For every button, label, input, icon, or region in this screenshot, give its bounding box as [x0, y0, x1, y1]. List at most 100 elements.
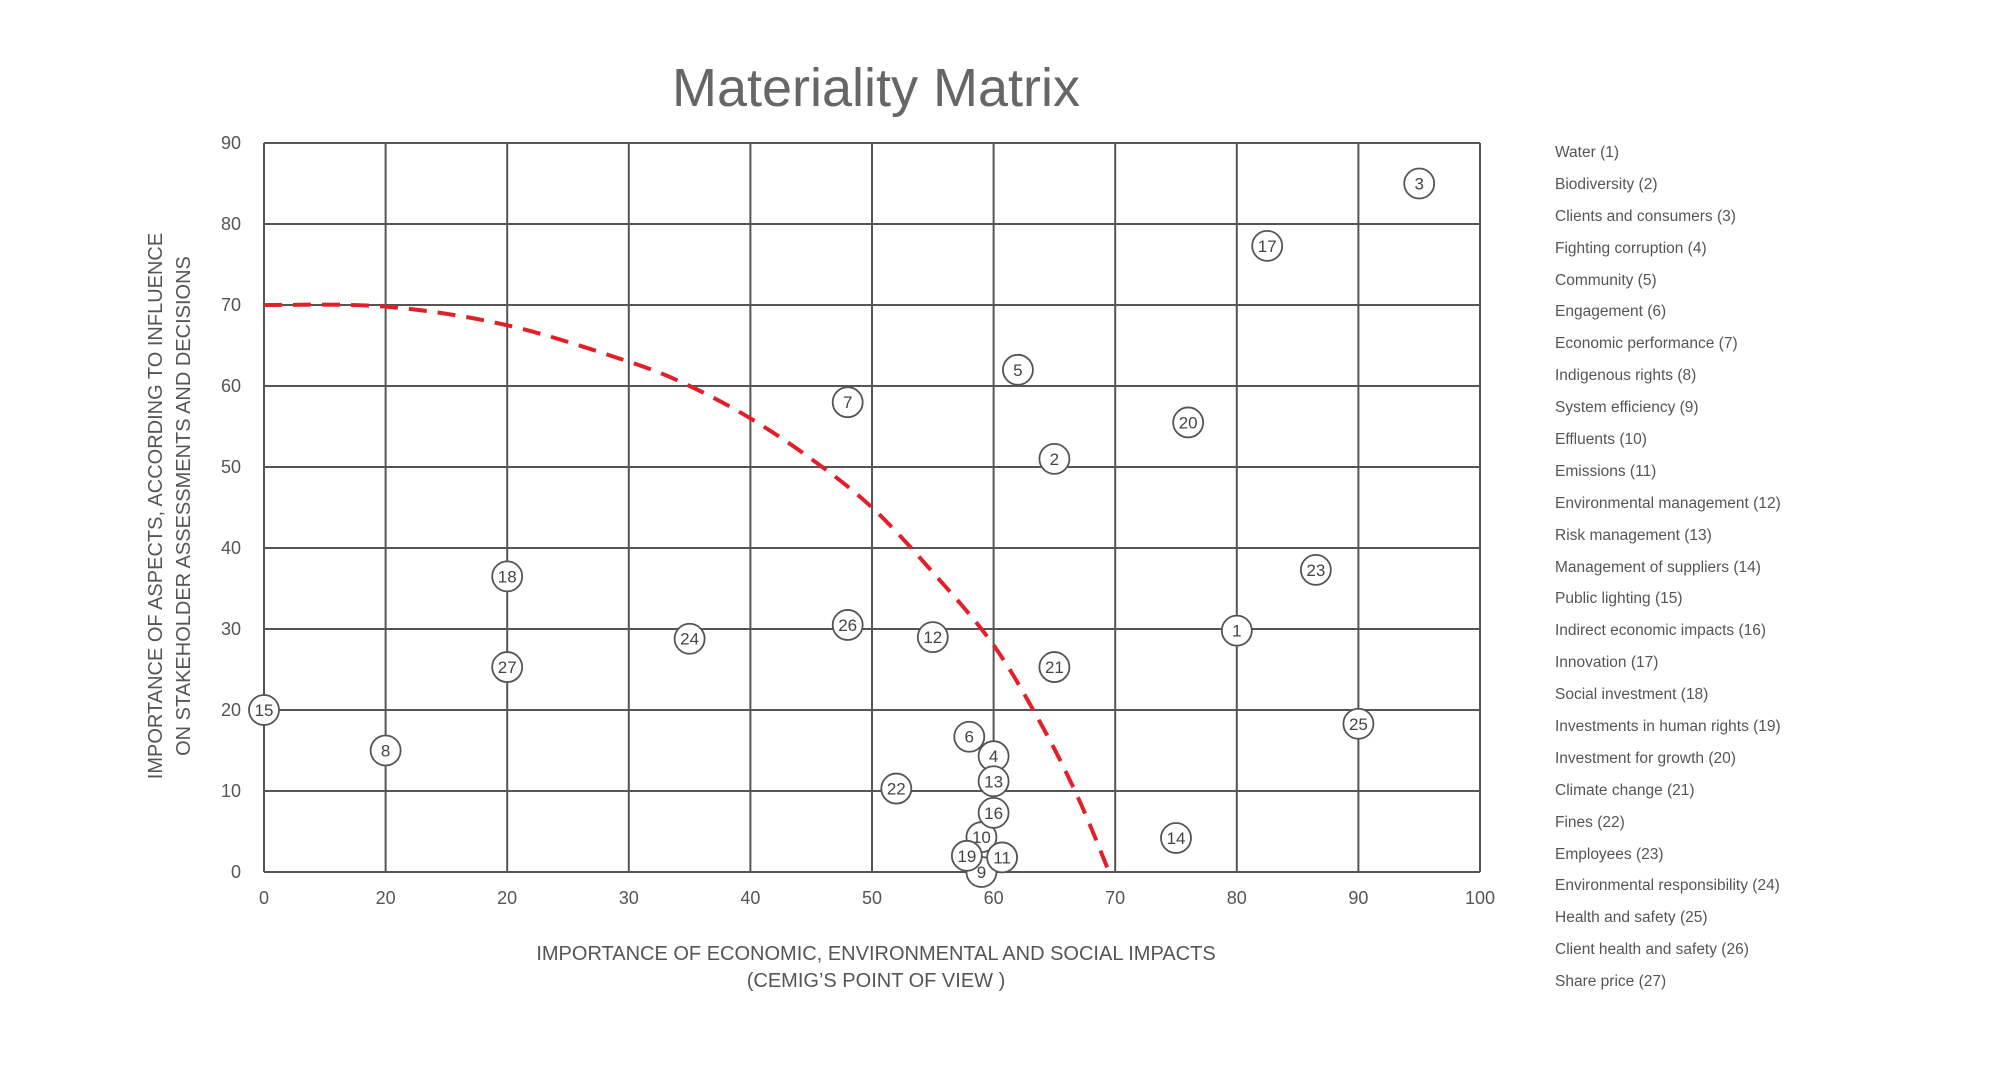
data-point-label: 19	[957, 847, 976, 866]
data-points: 1234567891011121314151617181920212223242…	[248, 167, 1436, 888]
data-point-circle	[673, 622, 706, 655]
data-point-label: 2	[1050, 450, 1059, 469]
x-axis-ticks: 0 20 20 30 40 50 60 70 80 90 100	[259, 888, 1495, 908]
data-point-label: 9	[977, 863, 986, 882]
x-tick-label: 20	[497, 888, 517, 908]
data-point-label: 20	[1179, 413, 1198, 432]
data-point-23: 23	[1299, 553, 1332, 586]
data-point-circle	[977, 796, 1010, 829]
legend-item: Environmental management (12)	[1555, 494, 1781, 512]
y-tick-label: 80	[221, 214, 241, 234]
data-point-8: 8	[369, 734, 402, 767]
data-point-label: 8	[381, 742, 390, 761]
data-point-3: 3	[1403, 167, 1436, 200]
x-tick-label: 0	[259, 888, 269, 908]
y-tick-label: 10	[221, 781, 241, 801]
legend-item: Management of suppliers (14)	[1555, 558, 1761, 576]
data-point-label: 23	[1306, 561, 1325, 580]
data-point-circle	[491, 560, 524, 593]
legend-item: Engagement (6)	[1555, 303, 1667, 321]
x-tick-label: 30	[619, 888, 639, 908]
legend-item: Fines (22)	[1555, 813, 1625, 831]
data-point-circle	[977, 765, 1010, 798]
data-point-label: 26	[838, 616, 857, 635]
x-tick-label: 70	[1105, 888, 1125, 908]
grid	[263, 142, 1481, 873]
legend-item: Public lighting (15)	[1555, 590, 1683, 608]
data-point-19: 19	[950, 839, 983, 872]
data-point-11: 11	[986, 841, 1019, 874]
data-point-13: 13	[977, 765, 1010, 798]
legend-item: Environmental responsibility (24)	[1555, 877, 1780, 895]
data-point-circle	[1172, 406, 1205, 439]
data-point-label: 10	[972, 828, 991, 847]
y-tick-label: 60	[221, 376, 241, 396]
data-point-circle	[1220, 614, 1253, 647]
legend-item: Economic performance (7)	[1555, 335, 1738, 353]
materiality-threshold-curve	[263, 302, 1111, 873]
data-point-label: 24	[680, 630, 699, 649]
data-point-27: 27	[491, 651, 524, 683]
data-point-label: 18	[498, 567, 517, 586]
legend-item: Employees (23)	[1555, 845, 1664, 863]
data-point-label: 22	[887, 780, 906, 799]
y-tick-label: 50	[221, 457, 241, 477]
legend-item: Investment for growth (20)	[1555, 749, 1736, 767]
legend: Water (1) Biodiversity (2) Clients and c…	[1555, 142, 1781, 1003]
data-point-18: 18	[491, 560, 524, 593]
y-tick-label: 0	[231, 862, 241, 882]
x-tick-label: 20	[376, 888, 396, 908]
data-point-17: 17	[1251, 229, 1284, 262]
legend-item: System efficiency (9)	[1555, 399, 1699, 417]
data-point-circle	[880, 772, 913, 805]
data-point-circle	[491, 651, 524, 683]
data-point-1: 1	[1220, 614, 1253, 647]
legend-item: Share price (27)	[1555, 973, 1667, 991]
y-tick-label: 20	[221, 700, 241, 720]
x-tick-label: 100	[1465, 888, 1495, 908]
data-point-label: 21	[1045, 658, 1064, 677]
x-axis-label-line-2: (CEMIG’S POINT OF VIEW )	[747, 970, 1006, 992]
data-point-5: 5	[1002, 353, 1034, 386]
data-point-circle	[1299, 553, 1332, 586]
data-point-circle	[950, 839, 983, 872]
y-tick-label: 90	[221, 133, 241, 153]
y-tick-label: 30	[221, 619, 241, 639]
data-point-label: 17	[1258, 237, 1277, 256]
data-point-label: 6	[965, 728, 974, 747]
data-point-20: 20	[1172, 406, 1205, 439]
data-point-label: 13	[984, 772, 1003, 791]
y-axis-label-line-1: IMPORTANCE OF ASPECTS, ACCORDING TO INFL…	[145, 233, 167, 779]
legend-item: Health and safety (25)	[1555, 909, 1708, 927]
legend-item: Clients and consumers (3)	[1555, 207, 1736, 225]
data-point-circle	[831, 386, 864, 419]
data-point-label: 4	[989, 747, 998, 766]
legend-item: Water (1)	[1555, 144, 1620, 161]
data-point-21: 21	[1038, 651, 1071, 683]
x-tick-label: 60	[984, 888, 1004, 908]
data-point-circle	[916, 621, 949, 653]
legend-item: Indigenous rights (8)	[1555, 367, 1697, 385]
data-point-26: 26	[831, 609, 864, 641]
legend-item: Risk management (13)	[1555, 526, 1712, 544]
data-point-7: 7	[831, 386, 864, 419]
data-point-circle	[1038, 442, 1071, 475]
data-point-label: 27	[498, 658, 517, 677]
data-point-label: 1	[1232, 622, 1241, 641]
data-point-circle	[1251, 229, 1284, 262]
y-axis-label-line-2: ON STAKEHOLDER ASSESSMENTS AND DECISIONS	[173, 256, 195, 756]
data-point-circle	[1038, 651, 1071, 683]
data-point-15: 15	[248, 694, 280, 726]
data-point-label: 11	[993, 848, 1011, 867]
data-point-circle	[1160, 822, 1192, 854]
data-point-2: 2	[1038, 442, 1071, 475]
legend-item: Fighting corruption (4)	[1555, 239, 1707, 257]
legend-item: Social investment (18)	[1555, 686, 1709, 704]
legend-item: Client health and safety (26)	[1555, 941, 1749, 959]
data-point-label: 25	[1349, 715, 1368, 734]
data-point-label: 15	[255, 701, 274, 720]
legend-item: Community (5)	[1555, 271, 1657, 289]
data-point-circle	[248, 694, 280, 726]
data-point-circle	[1002, 353, 1034, 386]
legend-item: Climate change (21)	[1555, 781, 1695, 799]
